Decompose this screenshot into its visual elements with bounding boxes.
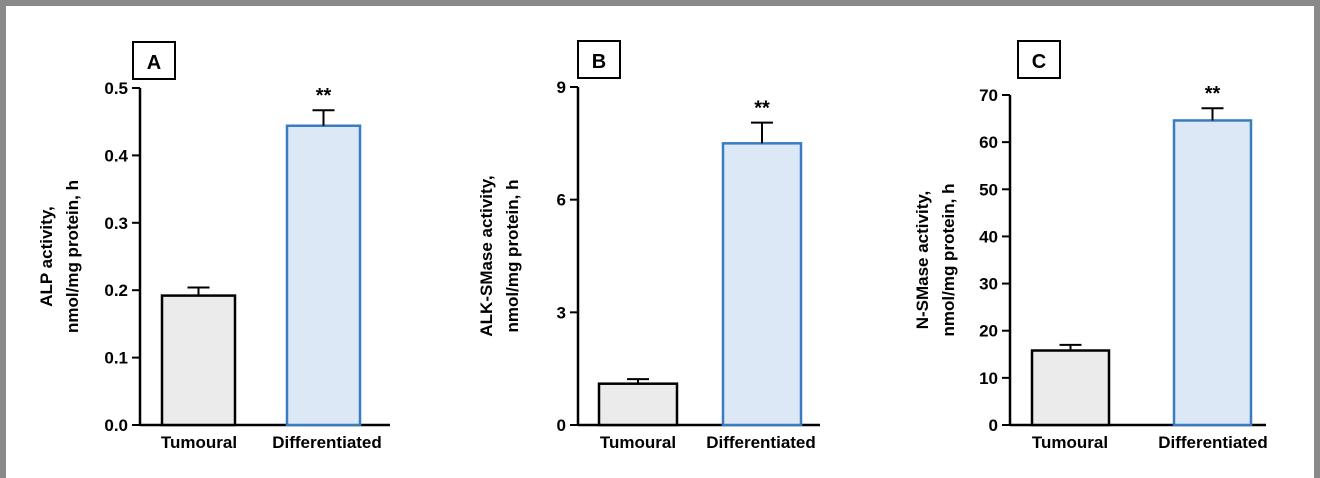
bar-tumoural [597,382,679,427]
significance-marker: ** [316,85,332,107]
y-axis-label: ALK-SMase activity, [477,175,496,336]
panel-label: B [592,51,606,73]
y-tick-label: 0 [557,416,566,435]
bar-differentiated [721,142,803,427]
y-axis-label: nmol/mg protein, h [63,180,82,333]
chart-panel-a: A ALP activity, nmol/mg protein, h 0.0 0.1 0.… [37,41,390,452]
y-axis-label: ALP activity, [37,206,56,306]
y-tick-label: 0.3 [104,214,128,233]
bar-tumoural [1030,349,1111,427]
y-tick-label: 0.5 [104,79,128,98]
x-tick-label: Tumoural [1032,433,1108,452]
y-tick-label: 0.1 [104,349,128,368]
y-tick-label: 30 [979,275,998,294]
y-tick-label: 50 [979,180,998,199]
y-tick-label: 0.4 [104,146,128,165]
y-tick-label: 0.0 [104,416,128,435]
x-tick-label: Tumoural [600,433,676,452]
x-tick-label: Tumoural [161,433,237,452]
y-tick-label: 0 [989,416,998,435]
chart-panel-b: B ALK-SMase activity, nmol/mg protein, h 0 3… [477,40,820,452]
x-tick-label: Differentiated [706,433,816,452]
y-axis-label: N-SMase activity, [913,191,932,330]
y-tick-label: 3 [557,303,566,322]
significance-marker: ** [754,98,770,120]
bar-tumoural [160,294,237,427]
y-tick-label: 60 [979,133,998,152]
panel-label: A [147,52,161,74]
panel-label-box [1017,40,1061,79]
y-tick-label: 6 [557,191,566,210]
y-tick-label: 0.2 [104,281,128,300]
bar-differentiated [1172,119,1253,427]
chart-panel-c: C N-SMase activity, nmol/mg protein, h 0 10 2… [913,40,1268,452]
y-tick-label: 40 [979,227,998,246]
bar-differentiated [285,124,362,427]
x-tick-label: Differentiated [272,433,382,452]
y-axis-label: nmol/mg protein, h [939,184,958,337]
y-tick-label: 9 [557,78,566,97]
significance-marker: ** [1205,83,1221,105]
panel-label-box [577,40,621,79]
panel-label-box [132,41,176,80]
y-tick-label: 70 [979,86,998,105]
x-tick-label: Differentiated [1158,433,1268,452]
y-axis-label: nmol/mg protein, h [503,180,522,333]
y-tick-label: 10 [979,369,998,388]
panel-label: C [1032,51,1046,73]
y-tick-label: 20 [979,322,998,341]
